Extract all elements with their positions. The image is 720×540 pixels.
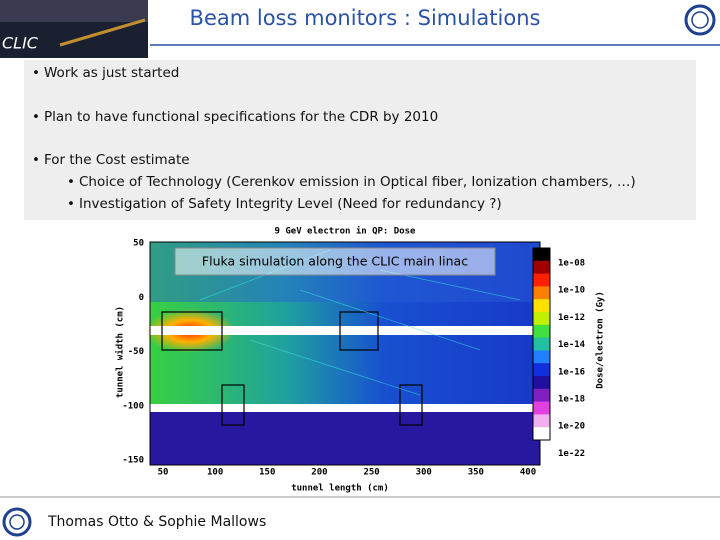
slide-title: Beam loss monitors : Simulations <box>189 6 541 30</box>
colorbar-label: Dose/electron (Gy) <box>596 291 606 389</box>
colorbar-swatch <box>533 248 550 262</box>
authors: Thomas Otto & Sophie Mallows <box>48 514 267 530</box>
cern-logo-footer <box>2 507 32 537</box>
x-tick-label: 400 <box>520 468 536 478</box>
y-tick-label: 0 <box>139 293 144 303</box>
bullet-box <box>24 60 696 220</box>
beam-pipe <box>150 326 540 335</box>
colorbar-swatch <box>533 427 550 441</box>
x-tick-label: 300 <box>416 468 432 478</box>
x-tick-label: 150 <box>259 468 275 478</box>
y-tick-label: 50 <box>133 239 144 249</box>
colorbar-tick-label: 1e-10 <box>558 286 585 296</box>
colorbar-swatch <box>533 350 550 364</box>
clic-logo-beam <box>59 18 146 47</box>
clic-logo-sky <box>0 0 148 22</box>
y-tick-label: -50 <box>128 347 144 357</box>
bullet: Plan to have functional specifications f… <box>32 109 438 125</box>
colorbar-tick-label: 1e-12 <box>558 313 585 323</box>
x-label: tunnel length (cm) <box>291 484 389 494</box>
beam-pipe <box>150 404 540 412</box>
cern-logo-footer-inner <box>9 514 25 530</box>
x-tick-label: 350 <box>468 468 484 478</box>
colorbar-swatch <box>533 324 550 339</box>
colorbar-tick-label: 1e-14 <box>558 340 586 350</box>
heatmap-low <box>150 412 540 465</box>
caption: Fluka simulation along the CLIC main lin… <box>202 254 468 269</box>
y-label: tunnel width (cm) <box>115 306 126 398</box>
x-tick-label: 200 <box>311 468 327 478</box>
colorbar <box>532 247 551 441</box>
colorbar-swatch <box>533 286 550 300</box>
x-tick-label: 50 <box>158 468 169 478</box>
colorbar-tick-label: 1e-18 <box>558 395 585 405</box>
figure-title: 9 GeV electron in QP: Dose <box>275 226 416 237</box>
colorbar-swatch <box>533 260 550 275</box>
colorbar-swatch <box>533 363 550 377</box>
bullet: Work as just started <box>32 65 179 81</box>
bullet: For the Cost estimate <box>32 152 190 168</box>
colorbar-tick-label: 1e-08 <box>558 259 585 269</box>
colorbar-tick-label: 1e-20 <box>558 422 585 432</box>
colorbar-tick-label: 1e-16 <box>558 367 585 377</box>
cern-logo <box>684 4 716 36</box>
y-tick-label: -100 <box>122 401 144 411</box>
colorbar-frame <box>532 247 551 441</box>
y-tick-label: -150 <box>122 456 144 466</box>
colorbar-swatch <box>533 312 550 326</box>
colorbar-swatch <box>533 273 550 287</box>
x-tick-label: 100 <box>207 468 223 478</box>
colorbar-swatch <box>533 388 550 403</box>
colorbar-swatch <box>533 401 550 415</box>
colorbar-swatch <box>533 376 550 390</box>
x-tick-label: 250 <box>363 468 379 478</box>
colorbar-swatch <box>533 414 550 428</box>
sub-bullet: Investigation of Safety Integrity Level … <box>67 196 502 212</box>
colorbar-swatch <box>533 299 550 313</box>
colorbar-tick-label: 1e-22 <box>558 449 585 459</box>
magnets <box>161 311 423 426</box>
clic-logo-text: CLIC <box>2 34 39 53</box>
colorbar-swatch <box>533 337 550 351</box>
caption-box <box>174 247 496 276</box>
cern-logo-inner <box>691 11 709 29</box>
sub-bullet: Choice of Technology (Cerenkov emission … <box>67 174 636 190</box>
